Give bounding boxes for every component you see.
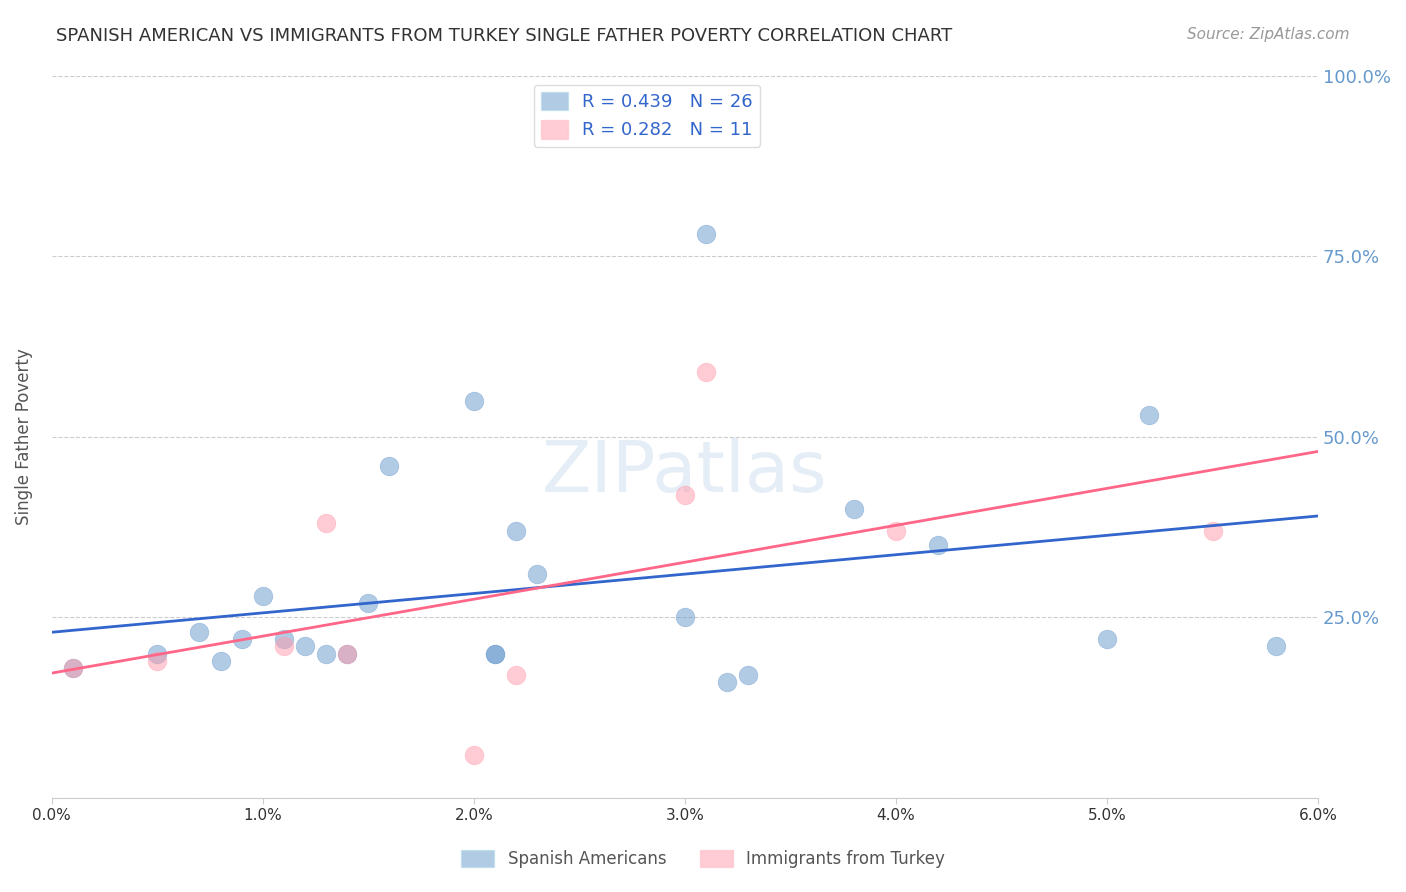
Point (146, 654, 169, 668)
Point (62, 661, 84, 675)
Point (1264, 640, 1286, 654)
Point (294, 640, 316, 654)
Point (188, 624, 211, 639)
Point (252, 589, 274, 603)
Point (505, 524, 527, 538)
Point (146, 647, 169, 661)
Point (231, 632, 253, 646)
Point (336, 647, 359, 661)
Point (673, 487, 696, 501)
Text: SPANISH AMERICAN VS IMMIGRANTS FROM TURKEY SINGLE FATHER POVERTY CORRELATION CHA: SPANISH AMERICAN VS IMMIGRANTS FROM TURK… (56, 27, 952, 45)
Point (463, 747, 485, 762)
Y-axis label: Single Father Poverty: Single Father Poverty (15, 349, 32, 525)
Point (357, 596, 380, 610)
Point (884, 524, 907, 538)
Point (505, 668, 527, 682)
Point (695, 227, 717, 242)
Point (484, 647, 506, 661)
Legend: R = 0.439   N = 26, R = 0.282   N = 11: R = 0.439 N = 26, R = 0.282 N = 11 (534, 85, 761, 146)
Point (927, 538, 949, 552)
Point (336, 647, 359, 661)
Point (673, 610, 696, 624)
Point (1137, 408, 1160, 422)
Point (1201, 524, 1223, 538)
Text: ZIPatlas: ZIPatlas (543, 439, 828, 508)
Point (1095, 632, 1118, 646)
Point (273, 640, 295, 654)
Point (315, 516, 337, 531)
Point (737, 668, 759, 682)
Point (526, 567, 548, 582)
Point (463, 393, 485, 408)
Point (209, 654, 232, 668)
Legend: Spanish Americans, Immigrants from Turkey: Spanish Americans, Immigrants from Turke… (454, 843, 952, 875)
Text: Source: ZipAtlas.com: Source: ZipAtlas.com (1187, 27, 1350, 42)
Point (716, 675, 738, 690)
Point (62, 661, 84, 675)
Point (484, 647, 506, 661)
Point (315, 647, 337, 661)
Point (378, 458, 401, 473)
Point (695, 365, 717, 379)
Point (842, 502, 865, 516)
Point (273, 632, 295, 646)
